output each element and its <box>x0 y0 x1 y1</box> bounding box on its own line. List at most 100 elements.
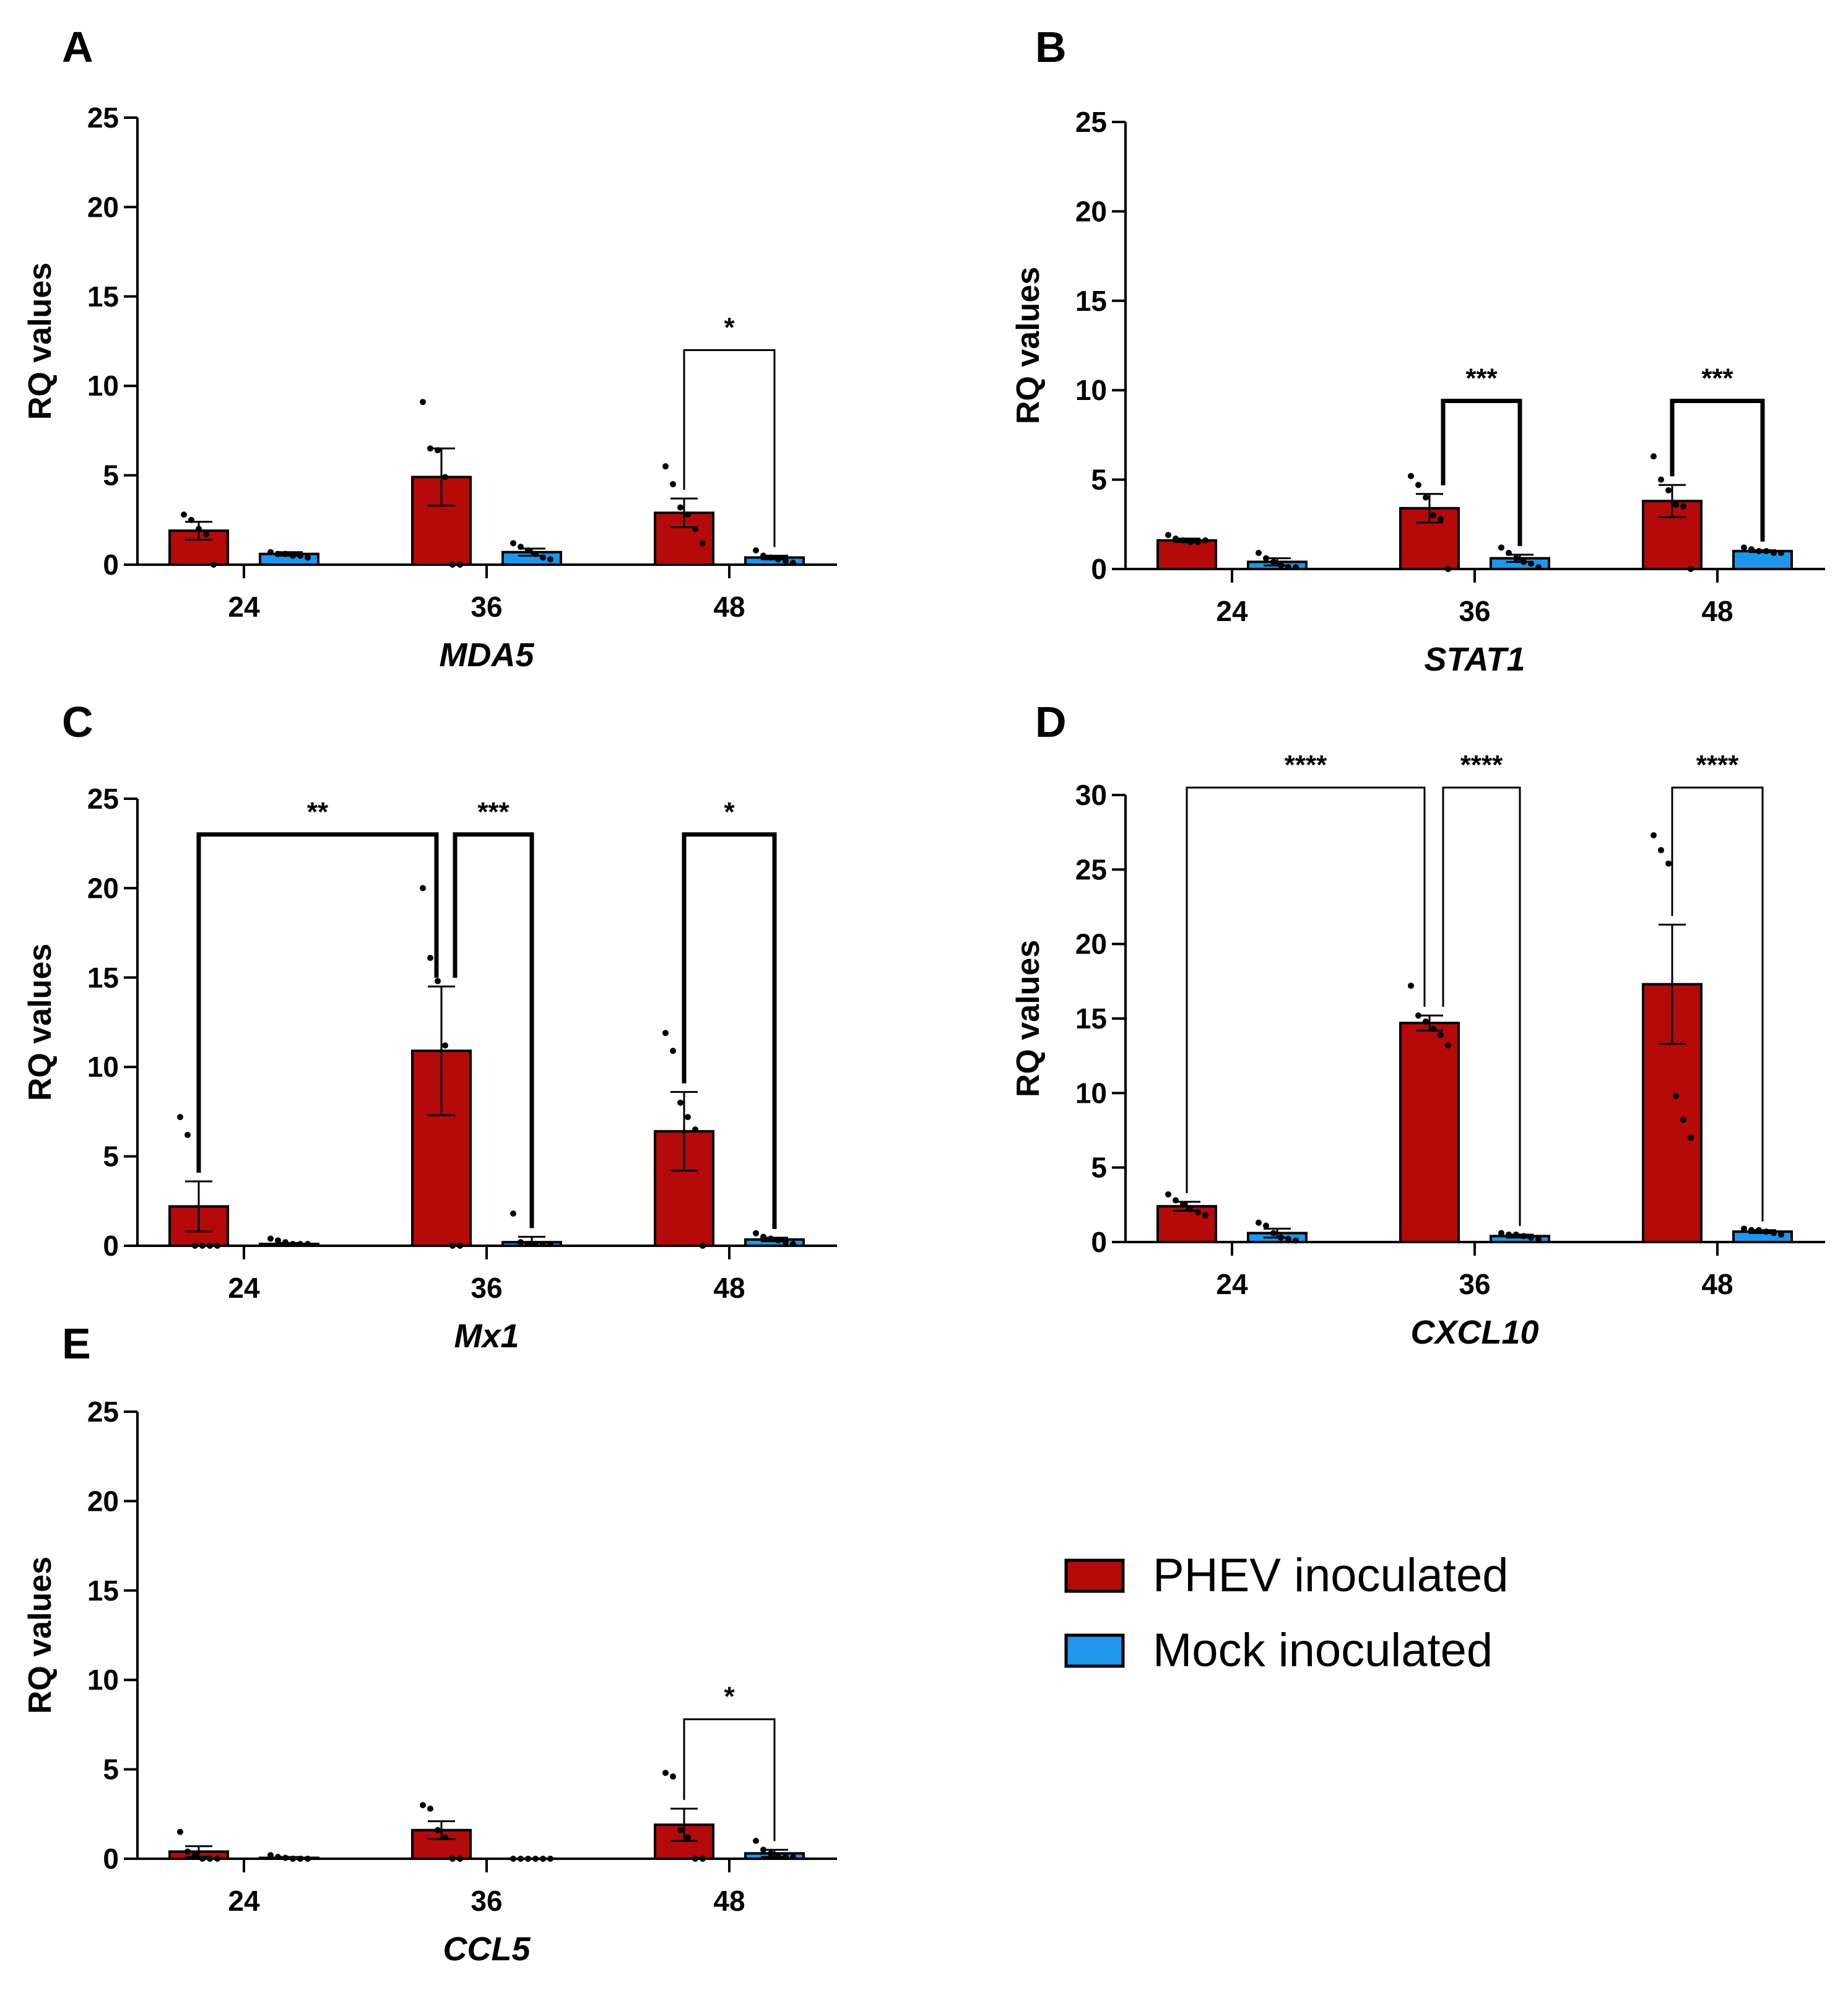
bar-phev-48 <box>654 1130 714 1247</box>
y-tick-label: 15 <box>87 280 119 313</box>
data-point <box>1528 1234 1534 1241</box>
panel-e: E 0 5 10 15 20 25 24 36 48 RQ values CCL5 * <box>22 1319 837 1968</box>
data-point <box>775 1854 781 1861</box>
x-axis-label: MDA5 <box>439 637 534 674</box>
panel-a: A 0 5 10 15 20 25 24 36 48 RQ values MDA5 * <box>22 23 837 674</box>
x-axis-label: Mx1 <box>454 1318 519 1355</box>
data-point <box>540 554 546 561</box>
y-tick-label: 25 <box>1075 853 1107 885</box>
y-tick-label: 25 <box>1075 106 1107 138</box>
data-point <box>783 1854 789 1861</box>
data-point <box>547 1856 553 1862</box>
data-point <box>1535 1236 1542 1243</box>
data-point <box>282 1854 288 1861</box>
y-axis-label: RQ values <box>22 263 58 420</box>
data-point <box>753 1838 759 1844</box>
data-point <box>196 526 202 532</box>
panel-b: B 0 5 10 15 20 25 24 36 48 RQ values STAT1 *** *** <box>1010 23 1825 678</box>
data-point <box>790 1241 796 1248</box>
data-point <box>435 1827 441 1833</box>
data-point <box>1438 1032 1444 1038</box>
panel-letter-e: E <box>62 1319 91 1368</box>
data-point <box>760 1233 766 1240</box>
data-point <box>1180 537 1186 544</box>
x-tick-label: 24 <box>1216 595 1248 627</box>
data-point <box>290 1241 296 1248</box>
data-point <box>199 1856 206 1862</box>
data-point <box>297 1856 303 1862</box>
data-point <box>510 1856 516 1862</box>
data-point <box>435 447 441 454</box>
bar-phev-36 <box>1399 1022 1460 1243</box>
data-point <box>177 1828 183 1835</box>
data-point <box>420 885 426 892</box>
significance-label: *** <box>1465 363 1498 394</box>
data-point <box>1651 832 1657 838</box>
significance-label: *** <box>477 797 510 827</box>
y-tick-label: 15 <box>87 962 119 994</box>
y-tick-label: 10 <box>1075 1077 1107 1109</box>
data-point <box>753 547 759 554</box>
data-point <box>275 550 281 557</box>
significance-bracket <box>682 832 777 1229</box>
data-point <box>1195 539 1201 545</box>
data-point <box>1688 566 1694 572</box>
data-point <box>790 560 796 567</box>
data-point <box>1520 1233 1527 1240</box>
x-tick-label: 24 <box>228 591 260 623</box>
data-point <box>1293 564 1299 571</box>
y-tick-label: 0 <box>103 1230 119 1262</box>
data-point <box>1506 550 1512 557</box>
data-point <box>1423 1018 1429 1025</box>
data-point <box>1680 503 1686 510</box>
panel-letter-c: C <box>62 698 93 746</box>
data-point <box>1673 1093 1679 1100</box>
data-point <box>449 562 456 568</box>
data-point <box>1430 1025 1436 1032</box>
x-tick-label: 36 <box>471 1272 502 1304</box>
data-point <box>1748 1227 1755 1233</box>
data-point <box>420 399 426 406</box>
data-point <box>275 1237 281 1244</box>
data-point <box>1445 1042 1451 1049</box>
data-point <box>1438 516 1444 523</box>
data-point <box>1651 453 1657 460</box>
data-point <box>662 463 669 470</box>
data-point <box>1180 1201 1186 1208</box>
panel-letter-d: D <box>1035 698 1067 746</box>
x-tick-label: 36 <box>1459 595 1490 627</box>
data-point <box>1270 558 1277 565</box>
data-point <box>1285 564 1291 571</box>
data-point <box>1535 564 1542 571</box>
data-point <box>1680 1116 1686 1123</box>
data-point <box>1430 512 1436 519</box>
legend: PHEV inoculated Mock inoculated <box>1064 1549 1509 1677</box>
data-point <box>1263 1222 1269 1229</box>
x-tick-label: 36 <box>471 591 502 623</box>
data-point <box>677 1099 683 1106</box>
data-point <box>1195 1209 1201 1215</box>
y-tick-label: 10 <box>87 1051 119 1083</box>
data-point <box>1415 1012 1421 1019</box>
y-tick-label: 20 <box>87 1485 119 1517</box>
data-point <box>427 445 433 452</box>
data-point <box>1506 1231 1512 1238</box>
data-point <box>290 1856 296 1862</box>
data-point <box>670 1773 676 1780</box>
x-tick-label: 48 <box>1701 595 1733 627</box>
data-point <box>768 1235 774 1242</box>
data-point <box>1665 860 1672 867</box>
significance-label: *** <box>1701 363 1733 394</box>
y-tick-label: 25 <box>87 102 119 134</box>
y-tick-label: 0 <box>103 1843 119 1875</box>
data-point <box>457 1856 463 1862</box>
y-tick-label: 0 <box>1091 1226 1107 1258</box>
data-point <box>1688 1134 1694 1141</box>
data-point <box>184 1131 191 1138</box>
y-tick-label: 20 <box>1075 195 1107 227</box>
data-point <box>1293 1237 1299 1244</box>
data-point <box>510 540 516 547</box>
data-point <box>692 526 698 532</box>
